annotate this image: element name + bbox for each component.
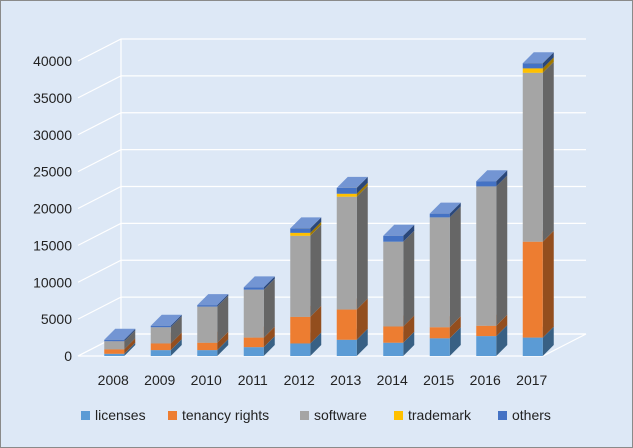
y-tick-label: 30000 [33, 127, 72, 143]
bar-segment-software-2017 [522, 61, 554, 242]
x-tick-label: 2012 [284, 372, 315, 388]
y-tick-label: 0 [64, 348, 72, 364]
legend-item-software: software [300, 407, 367, 423]
bar-segment-others-2011 [243, 276, 275, 290]
x-tick-label: 2011 [238, 372, 268, 388]
bar-segment-software-2016 [476, 175, 508, 326]
bar-segment-others-2015 [429, 202, 461, 218]
legend-item-tenancy-rights: tenancy rights [168, 407, 269, 423]
legend-label: software [314, 407, 367, 423]
y-tick-label: 5000 [41, 311, 72, 327]
x-tick-label: 2013 [330, 372, 361, 388]
legend-item-licenses: licenses [81, 407, 146, 423]
bar-segment-others-2012 [290, 217, 322, 233]
bar-segment-software-2013 [336, 185, 368, 310]
gridline [77, 112, 586, 136]
legend-swatch [394, 411, 403, 420]
y-tick-label: 10000 [33, 274, 72, 290]
bar-segment-software-2014 [383, 230, 415, 327]
x-axis-tick-labels: 2008 2009 2010 2011 2012 2013 2014 2015 2016 2017 [98, 372, 548, 388]
legend-label: licenses [95, 407, 146, 423]
y-tick-label: 15000 [33, 237, 72, 253]
gridline [77, 75, 586, 99]
y-tick-label: 40000 [33, 53, 72, 69]
bars [104, 52, 554, 356]
gridline [77, 38, 586, 62]
legend: licenses tenancy rights software trademark o… [81, 407, 551, 423]
legend-label: tenancy rights [182, 407, 269, 423]
y-tick-label: 35000 [33, 90, 72, 106]
x-tick-label: 2008 [98, 372, 129, 388]
bar-segment-others-2009 [150, 314, 182, 328]
y-axis-tick-labels: 0 5000 10000 15000 20000 25000 30000 35000 40000 [33, 53, 72, 364]
legend-swatch [168, 411, 177, 420]
bar-segment-others-2013 [336, 176, 368, 194]
x-tick-label: 2015 [423, 372, 454, 388]
gridline [77, 185, 586, 210]
y-tick-label: 20000 [33, 201, 72, 217]
legend-label: trademark [408, 407, 472, 423]
bar-segment-others-2014 [383, 224, 415, 242]
gridline [77, 149, 586, 173]
legend-item-trademark: trademark [394, 407, 472, 423]
x-tick-label: 2017 [516, 372, 547, 388]
x-tick-label: 2009 [144, 372, 175, 388]
legend-item-others: others [498, 407, 551, 423]
bar-segment-others-2008 [104, 328, 136, 342]
chart-walls [77, 39, 587, 357]
bar-segment-software-2015 [429, 206, 461, 328]
x-tick-label: 2014 [377, 372, 408, 388]
legend-label: others [512, 407, 551, 423]
bar-segment-others-2017 [522, 52, 554, 69]
bar-segment-others-2010 [197, 294, 229, 307]
x-tick-label: 2016 [470, 372, 501, 388]
legend-swatch [81, 411, 90, 420]
bar-segment-tenancy-rights-2017 [522, 230, 554, 338]
y-tick-label: 25000 [33, 164, 72, 180]
legend-swatch [300, 411, 309, 420]
x-tick-label: 2010 [191, 372, 222, 388]
legend-swatch [498, 411, 507, 420]
bar-segment-others-2016 [476, 170, 508, 187]
bar-segment-software-2012 [290, 224, 322, 317]
